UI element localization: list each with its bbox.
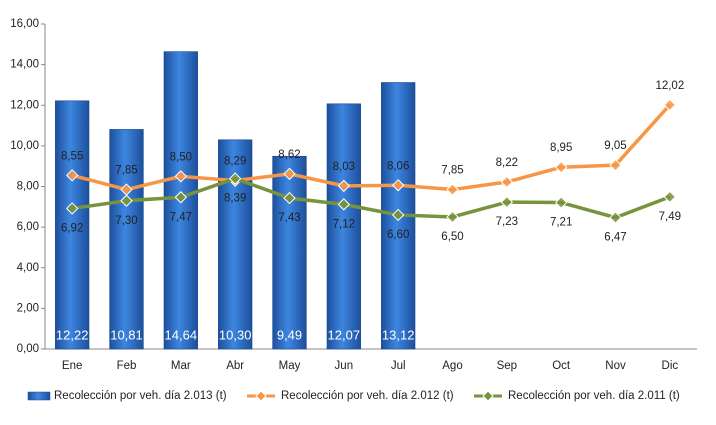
bar-value-label: 12,07 (328, 327, 361, 342)
x-tick-label: Nov (605, 360, 626, 372)
marker (446, 210, 459, 224)
marker (228, 172, 242, 185)
marker (337, 179, 351, 193)
line-value-label: 7,23 (496, 216, 518, 228)
line-value-label: 8,29 (224, 156, 246, 168)
marker (391, 179, 405, 192)
bar-value-label: 13,12 (382, 327, 415, 342)
bar-value-label: 14,64 (165, 327, 198, 342)
marker (446, 183, 459, 196)
line-value-label: 6,50 (441, 231, 463, 243)
y-tick-label: 2,00 (17, 302, 39, 314)
line-value-label: 7,12 (333, 218, 355, 230)
x-tick-label: Abr (226, 360, 244, 372)
marker (609, 158, 622, 172)
marker (120, 194, 133, 207)
legend-label: Recolección por veh. día 2.013 (t) (54, 390, 227, 402)
line-value-label: 8,06 (387, 160, 409, 172)
bar-value-label: 12,22 (56, 327, 89, 342)
line-value-label: 6,47 (604, 232, 626, 244)
y-tick-label: 14,00 (10, 59, 39, 71)
bar (326, 103, 361, 350)
marker (554, 196, 568, 209)
x-tick-label: Oct (552, 360, 571, 372)
x-tick-label: Dic (662, 360, 679, 372)
x-tick-label: Sep (497, 360, 517, 372)
line (71, 103, 672, 192)
line-value-label: 7,21 (550, 217, 572, 229)
y-tick-label: 12,00 (10, 99, 39, 111)
marker (174, 170, 188, 183)
line-value-label: 6,60 (387, 229, 409, 241)
x-tick-label: Jun (335, 360, 354, 372)
legend-label: Recolección por veh. día 2.011 (t) (508, 390, 680, 402)
line-value-label: 7,30 (115, 215, 137, 227)
line-value-label: 8,22 (496, 157, 518, 169)
marker (500, 195, 514, 209)
legend-label: Recolección por veh. día 2.012 (t) (281, 390, 454, 402)
line-value-label: 9,05 (604, 140, 626, 152)
line-value-label: 6,92 (61, 222, 83, 234)
bar (272, 155, 307, 350)
line-value-label: 8,39 (224, 193, 246, 205)
line-value-label: 7,49 (659, 211, 681, 223)
line-value-label: 7,47 (170, 211, 192, 223)
bar (218, 139, 253, 350)
marker (337, 198, 351, 211)
legend-swatch (27, 391, 51, 401)
line-value-label: 8,50 (170, 151, 192, 163)
marker (65, 202, 79, 215)
marker (500, 175, 514, 189)
line-value-label: 8,55 (61, 150, 83, 162)
y-tick-label: 6,00 (17, 221, 39, 233)
marker (663, 190, 677, 204)
bar-value-label: 10,30 (219, 327, 252, 342)
legend-marker (255, 390, 267, 402)
line-value-label: 7,43 (278, 212, 300, 224)
bar (109, 129, 144, 350)
marker (391, 208, 405, 222)
x-tick-label: Ene (62, 360, 82, 372)
y-tick-label: 8,00 (17, 181, 39, 193)
marker (174, 191, 188, 204)
x-tick-label: Mar (171, 360, 191, 372)
x-tick-label: May (279, 360, 301, 372)
y-tick-label: 16,00 (10, 18, 39, 30)
x-tick-label: Feb (117, 360, 137, 372)
line (71, 176, 671, 220)
line-value-label: 8,03 (333, 161, 355, 173)
marker (283, 191, 296, 205)
marker (609, 211, 622, 224)
legend-marker (482, 390, 494, 402)
bar-value-label: 9,49 (277, 327, 302, 342)
line-value-label: 7,85 (115, 165, 137, 177)
x-tick-label: Jul (391, 360, 406, 372)
bar (55, 100, 90, 350)
marker (283, 167, 296, 181)
x-tick-label: Ago (442, 360, 462, 372)
y-tick-label: 4,00 (17, 262, 39, 274)
bar-value-label: 10,81 (110, 327, 143, 342)
marker (65, 169, 79, 182)
line-value-label: 12,02 (655, 80, 684, 92)
line-value-label: 8,62 (278, 149, 300, 161)
marker (554, 160, 568, 174)
line-value-label: 7,85 (441, 165, 463, 177)
marker (663, 98, 677, 112)
line-value-label: 8,95 (550, 142, 572, 154)
y-tick-label: 10,00 (10, 140, 39, 152)
y-tick-label: 0,00 (17, 343, 39, 355)
